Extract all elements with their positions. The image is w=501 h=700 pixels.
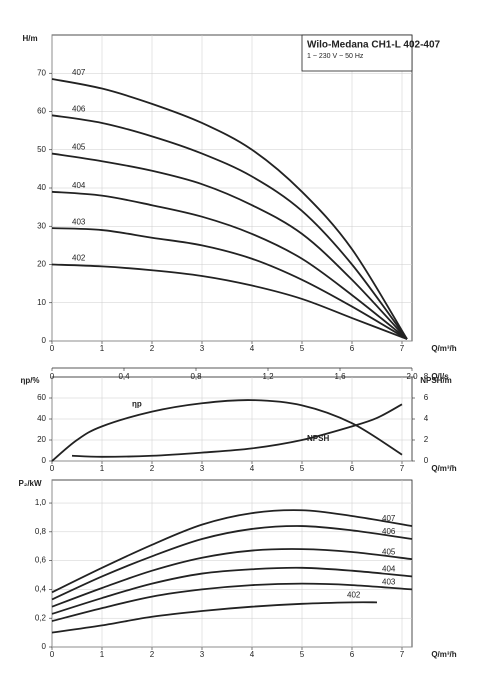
y-tick-label: 20 xyxy=(37,260,46,269)
curve xyxy=(51,78,408,340)
y-tick-label: 0 xyxy=(42,336,47,345)
curve xyxy=(51,509,413,594)
y-axis-label: P₂/kW xyxy=(18,479,42,488)
x-tick-label: 7 xyxy=(400,344,405,353)
y-tick-label: 30 xyxy=(37,221,46,230)
y2-tick-label: 4 xyxy=(424,414,429,423)
x-tick-label: 2 xyxy=(150,464,155,473)
y-axis-label: ηp/% xyxy=(20,376,39,385)
y-tick-label: 0,6 xyxy=(35,556,47,565)
x-tick-label: 1 xyxy=(100,650,105,659)
x-tick-label: 2 xyxy=(150,650,155,659)
chart-subtitle: 1 ~ 230 V ~ 50 Hz xyxy=(307,53,364,60)
curve-label: 404 xyxy=(72,181,86,190)
chart-title: Wilo-Medana CH1-L 402-407 xyxy=(307,40,441,51)
x2-axis-label: Q/l/s xyxy=(431,372,449,381)
x-tick-label: 5 xyxy=(300,650,305,659)
y2-axis-label: NPSH/m xyxy=(420,376,452,385)
curve xyxy=(71,403,403,458)
x-tick-label: 5 xyxy=(300,344,305,353)
y-tick-label: 0,2 xyxy=(35,613,47,622)
x-tick-label: 0 xyxy=(50,650,55,659)
y-tick-label: 20 xyxy=(37,435,46,444)
x-tick-label: 4 xyxy=(250,650,255,659)
curve-label: 402 xyxy=(72,254,86,263)
y-tick-label: 0,4 xyxy=(35,585,47,594)
curve-label: 402 xyxy=(347,590,361,599)
x-tick-label: 6 xyxy=(350,344,355,353)
curve-label: 406 xyxy=(382,527,396,536)
y-tick-label: 40 xyxy=(37,414,46,423)
x-tick-label: 6 xyxy=(350,650,355,659)
curve xyxy=(51,566,413,615)
x-tick-label: 2 xyxy=(150,344,155,353)
y-tick-label: 50 xyxy=(37,145,46,154)
y2-tick-label: 8 xyxy=(424,372,429,381)
y-tick-label: 0,8 xyxy=(35,527,47,536)
x-tick-label: 0 xyxy=(50,344,55,353)
curve-label: 406 xyxy=(72,104,86,113)
curve xyxy=(51,114,408,340)
curve-label: 405 xyxy=(72,143,86,152)
x-axis-label: Q/m³/h xyxy=(431,464,456,473)
curve-label: 404 xyxy=(382,565,396,574)
x-axis-label: Q/m³/h xyxy=(431,650,456,659)
x-axis-label: Q/m³/h xyxy=(431,344,456,353)
x-tick-label: 7 xyxy=(400,464,405,473)
curve-label: NPSH xyxy=(307,434,329,443)
y-tick-label: 10 xyxy=(37,298,46,307)
y2-tick-label: 0 xyxy=(424,456,429,465)
curve xyxy=(51,399,403,462)
x-tick-label: 5 xyxy=(300,464,305,473)
y-tick-label: 40 xyxy=(37,183,46,192)
curve xyxy=(51,227,408,340)
curve xyxy=(51,548,413,608)
curve xyxy=(51,525,413,601)
x-tick-label: 7 xyxy=(400,650,405,659)
curve xyxy=(51,601,378,634)
x-tick-label: 4 xyxy=(250,344,255,353)
y-tick-label: 60 xyxy=(37,107,46,116)
plot-frame xyxy=(51,479,413,648)
curve-label: ηp xyxy=(132,399,142,408)
x-tick-label: 3 xyxy=(200,464,205,473)
y-axis-label: H/m xyxy=(22,34,37,43)
curve-label: 407 xyxy=(72,68,86,77)
title-box xyxy=(301,34,413,72)
x-tick-label: 3 xyxy=(200,344,205,353)
x-tick-label: 1 xyxy=(100,464,105,473)
y2-tick-label: 2 xyxy=(424,435,429,444)
curve xyxy=(51,190,408,340)
y-tick-label: 0 xyxy=(42,456,47,465)
x-tick-label: 4 xyxy=(250,464,255,473)
y-tick-label: 0 xyxy=(42,642,47,651)
curve-label: 403 xyxy=(382,578,396,587)
curve xyxy=(51,582,413,622)
curve-label: 407 xyxy=(382,514,396,523)
y2-tick-label: 6 xyxy=(424,393,429,402)
curve xyxy=(51,152,408,340)
y-tick-label: 60 xyxy=(37,393,46,402)
x-tick-label: 1 xyxy=(100,344,105,353)
curve-label: 403 xyxy=(72,217,86,226)
y-tick-label: 70 xyxy=(37,68,46,77)
curve xyxy=(51,263,408,340)
y-tick-label: 1,0 xyxy=(35,498,47,507)
x-tick-label: 6 xyxy=(350,464,355,473)
x-tick-label: 3 xyxy=(200,650,205,659)
curve-label: 405 xyxy=(382,547,396,556)
x-tick-label: 0 xyxy=(50,464,55,473)
